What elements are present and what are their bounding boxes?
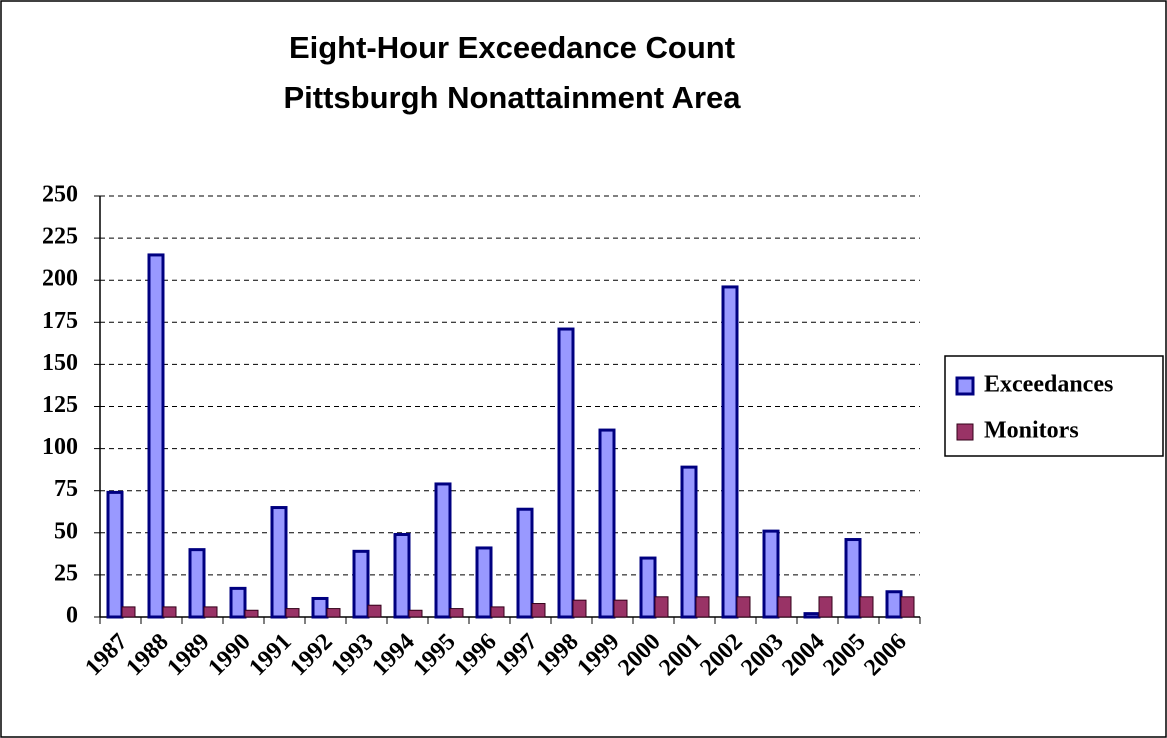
bar: [572, 599, 587, 618]
bar: [900, 596, 915, 618]
y-tick-label: 125: [42, 392, 78, 418]
bar: [393, 532, 411, 619]
bar: [121, 606, 136, 618]
y-tick-label: 25: [54, 560, 78, 586]
bar: [557, 327, 575, 619]
bar: [162, 606, 177, 618]
legend-box: [944, 355, 1164, 457]
bar: [531, 603, 546, 618]
legend-swatch: [956, 423, 974, 441]
bar: [352, 549, 370, 619]
y-tick-label: 175: [42, 308, 78, 334]
bar: [147, 253, 165, 619]
bar: [654, 596, 669, 618]
bar: [516, 507, 534, 619]
legend-swatch: [955, 376, 975, 396]
y-tick-label: 150: [42, 350, 78, 376]
chart-subtitle: Pittsburgh Nonattainment Area: [284, 80, 742, 115]
bar: [613, 599, 628, 618]
bar: [311, 596, 329, 619]
bar: [803, 612, 821, 619]
bar: [736, 596, 751, 618]
bar: [818, 596, 833, 618]
bar: [188, 548, 206, 619]
bar: [844, 538, 862, 619]
bar: [777, 596, 792, 618]
y-tick-label: 100: [42, 434, 78, 460]
bar: [285, 608, 300, 618]
y-tick-label: 250: [42, 182, 78, 208]
y-tick-label: 225: [42, 224, 78, 250]
legend-label: Monitors: [984, 418, 1079, 444]
bar: [367, 604, 382, 618]
y-tick-label: 0: [66, 603, 78, 629]
bar: [859, 596, 874, 618]
bar: [326, 608, 341, 618]
bar: [408, 609, 423, 618]
chart-title: Eight-Hour Exceedance Count: [289, 30, 735, 65]
y-tick-label: 75: [54, 476, 78, 502]
bar: [106, 490, 124, 619]
bar: [490, 606, 505, 618]
bar: [695, 596, 710, 618]
y-tick-label: 200: [42, 266, 78, 292]
bar: [885, 590, 903, 619]
bar: [598, 428, 616, 619]
bar: [244, 609, 259, 618]
bar: [639, 556, 657, 619]
bar: [721, 285, 739, 619]
bar: [203, 606, 218, 618]
bar: [680, 465, 698, 619]
bar: [762, 529, 780, 619]
bar: [434, 482, 452, 619]
bar: [270, 506, 288, 619]
bar: [449, 608, 464, 618]
bar: [229, 586, 247, 619]
legend-label: Exceedances: [984, 372, 1113, 398]
y-tick-label: 50: [54, 518, 78, 544]
bar: [475, 546, 493, 619]
